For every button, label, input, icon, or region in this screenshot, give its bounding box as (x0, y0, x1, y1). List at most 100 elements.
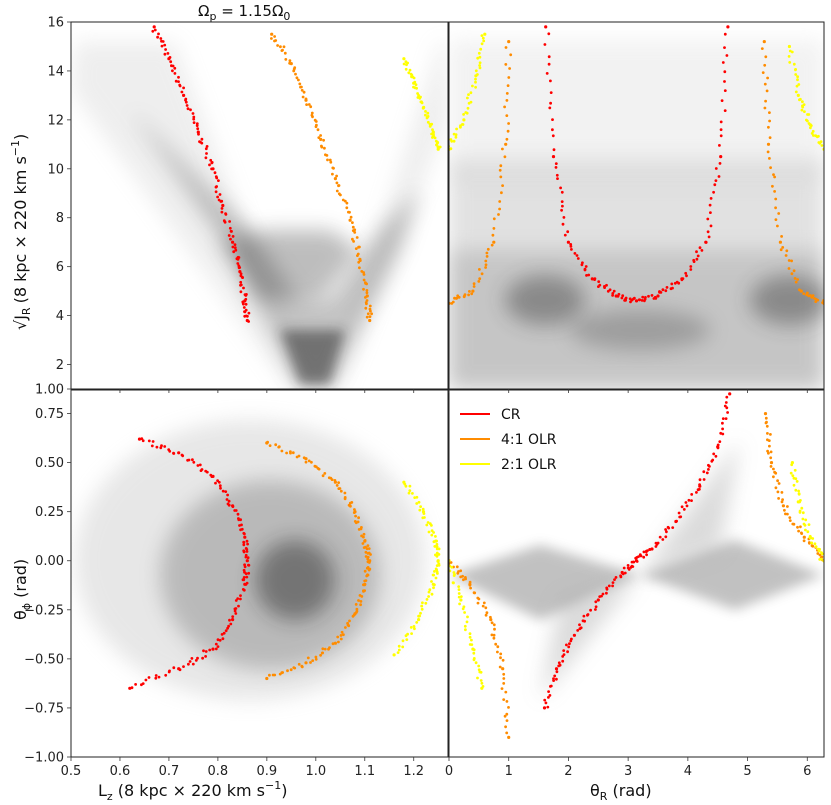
point-fill-2-1-olr-1-4-1-7 (800, 108, 804, 112)
point-fill-2-1-olr-1-3-2-11 (482, 39, 486, 43)
point-fill-cr-0-0-3-5 (200, 141, 204, 145)
point-fill-cr-1-0-4-8 (624, 296, 628, 300)
point-fill-4-1-olr-0-1-5-13 (356, 254, 359, 257)
point-fill-4-1-olr-1-2-3-10 (814, 300, 818, 303)
point-fill-2-1-olr-0-2-0-4 (405, 63, 408, 67)
point-fill-2-1-olr-3-3-1-5 (466, 615, 469, 619)
point-fill-4-1-olr-1-2-1-12 (776, 224, 779, 228)
point-fill-cr-3-0-8-2 (698, 478, 702, 482)
point-fill-cr-3-0-9-5 (721, 427, 724, 431)
point-fill-cr-3-0-2-9 (586, 613, 590, 616)
point-fill-4-1-olr-3-2-1-9 (776, 490, 780, 494)
point-fill-cr-0-0-4-8 (214, 190, 218, 194)
point-fill-2-1-olr-2-2-4-10 (420, 607, 424, 611)
point-fill-2-1-olr-1-3-2-3 (478, 66, 482, 70)
point-fill-2-1-olr-2-2-5-8 (405, 638, 409, 641)
point-fill-2-1-olr-1-3-1-13 (474, 77, 477, 81)
point-fill-4-1-olr-2-1-9-5 (292, 666, 296, 669)
point-fill-cr-0-0-4-13 (219, 200, 223, 203)
panel-bottom-left-frame (70, 389, 449, 758)
point-fill-cr-3-0-9-12 (724, 401, 728, 404)
point-fill-cr-2-0-4-9 (242, 550, 246, 554)
point-2-1-olr-2-2-3 (436, 559, 440, 563)
point-fill-cr-0-0-5-7 (228, 220, 232, 223)
point-fill-cr-0-0-2-9 (192, 117, 196, 121)
point-fill-cr-0-0-0-1 (151, 29, 155, 33)
point-fill-4-1-olr-3-2-2-11 (797, 529, 800, 533)
point-fill-cr-2-0-6-1 (244, 583, 248, 586)
point-fill-cr-0-0-6-9 (236, 257, 240, 261)
point-fill-4-1-olr-2-1-7-3 (348, 619, 351, 623)
point-fill-cr-0-0-3-13 (208, 163, 211, 167)
point-fill-4-1-olr-0-1-1-3 (292, 69, 296, 73)
point-fill-4-1-olr-3-1-2-11 (499, 656, 502, 660)
point-fill-2-1-olr-3-3-1-9 (468, 632, 472, 636)
point-fill-4-1-olr-3-2-3-9 (816, 552, 820, 555)
point-fill-4-1-olr-0-1-3-6 (324, 153, 327, 157)
point-fill-2-1-olr-1-4-0-8 (794, 73, 798, 76)
point-fill-4-1-olr-3-2-0-5 (766, 432, 769, 435)
point-fill-4-1-olr-0-1-2-4 (310, 111, 314, 115)
point-fill-cr-0-0-8-12 (243, 314, 247, 318)
point-2-1-olr-0-2-4 (436, 147, 440, 151)
point-fill-2-1-olr-1-4-1-8 (803, 110, 806, 113)
point-fill-cr-0-0-2-6 (189, 108, 192, 112)
point-fill-4-1-olr-1-1-1-3 (477, 280, 481, 283)
point-fill-2-1-olr-2-2-0-12 (421, 507, 425, 511)
point-fill-4-1-olr-3-1-2-6 (492, 636, 496, 640)
point-fill-2-1-olr-0-2-2-1 (421, 106, 425, 110)
point-fill-cr-1-0-8-9 (713, 183, 717, 187)
point-fill-cr-1-0-8-13 (718, 162, 722, 165)
point-fill-4-1-olr-1-2-2-12 (794, 280, 798, 284)
point-fill-4-1-olr-2-1-8-1 (331, 642, 335, 646)
point-fill-2-1-olr-2-2-5-2 (412, 625, 416, 628)
point-fill-cr-2-0-0-2 (141, 439, 145, 443)
panel-top-left-density (71, 42, 448, 389)
ytick-label-0-0: 1.00 (35, 383, 64, 398)
point-fill-2-1-olr-3-4-1-1 (798, 500, 801, 504)
point-fill-2-1-olr-3-4-1-6 (801, 517, 805, 521)
point-fill-4-1-olr-3-2-2-4 (786, 512, 789, 516)
point-fill-4-1-olr-2-1-0-9 (289, 450, 292, 453)
point-fill-4-1-olr-2-1-2-10 (350, 501, 354, 504)
point-fill-4-1-olr-2-1-8-3 (327, 647, 330, 651)
point-fill-4-1-olr-0-1-3-9 (329, 160, 333, 164)
point-4-1-olr-1-1-1 (471, 289, 475, 293)
point-fill-4-1-olr-0-1-2-1 (307, 103, 311, 106)
point-fill-cr-3-0-5-5 (638, 553, 642, 557)
point-fill-cr-2-0-7-1 (228, 618, 231, 622)
point-fill-2-1-olr-1-3-0-4 (449, 138, 453, 141)
point-fill-cr-3-0-1-4 (561, 659, 565, 663)
point-fill-2-1-olr-2-2-3-11 (434, 576, 438, 580)
point-fill-cr-1-0-6-4 (661, 288, 665, 292)
legend-label-41olr: 4:1 OLR (501, 432, 557, 448)
point-fill-cr-0-0-5-8 (228, 226, 232, 230)
point-fill-4-1-olr-3-1-0-7 (459, 569, 463, 573)
point-fill-2-1-olr-1-3-2-10 (480, 42, 484, 46)
point-fill-2-1-olr-1-4-0-5 (792, 62, 796, 66)
point-fill-4-1-olr-3-1-1-9 (481, 604, 485, 608)
point-fill-4-1-olr-3-1-2-2 (492, 623, 496, 627)
point-fill-cr-2-0-7-5 (224, 629, 228, 633)
point-fill-4-1-olr-0-1-0-1 (270, 37, 273, 40)
point-fill-4-1-olr-3-1-3-3 (502, 682, 506, 685)
point-fill-4-1-olr-3-2-0-3 (764, 421, 768, 425)
point-fill-2-1-olr-1-4-1-3 (801, 100, 804, 104)
panel-top-right-points (449, 25, 824, 305)
point-4-1-olr-2-1-1 (304, 457, 308, 461)
point-fill-2-1-olr-3-3-0-6 (452, 574, 456, 577)
point-fill-2-1-olr-3-4-1-2 (800, 506, 804, 510)
point-fill-2-1-olr-1-4-0-9 (796, 75, 799, 79)
point-fill-2-1-olr-1-3-2-6 (476, 56, 480, 60)
point-fill-cr-0-0-8-8 (243, 310, 247, 314)
point-fill-cr-3-0-1-3 (557, 661, 561, 665)
point-fill-4-1-olr-2-1-6-6 (358, 594, 362, 597)
point-fill-4-1-olr-2-1-2-4 (338, 487, 342, 490)
xtick-label-3-2: 2 (564, 764, 572, 779)
point-fill-cr-3-0-7-8 (687, 498, 691, 502)
point-fill-4-1-olr-0-1-0-10 (283, 51, 287, 55)
point-fill-2-1-olr-3-4-0-10 (797, 489, 800, 493)
point-fill-4-1-olr-3-1-3-12 (504, 725, 507, 729)
point-fill-4-1-olr-1-2-0-8 (764, 99, 767, 103)
point-fill-2-1-olr-1-4-0-4 (788, 61, 792, 64)
